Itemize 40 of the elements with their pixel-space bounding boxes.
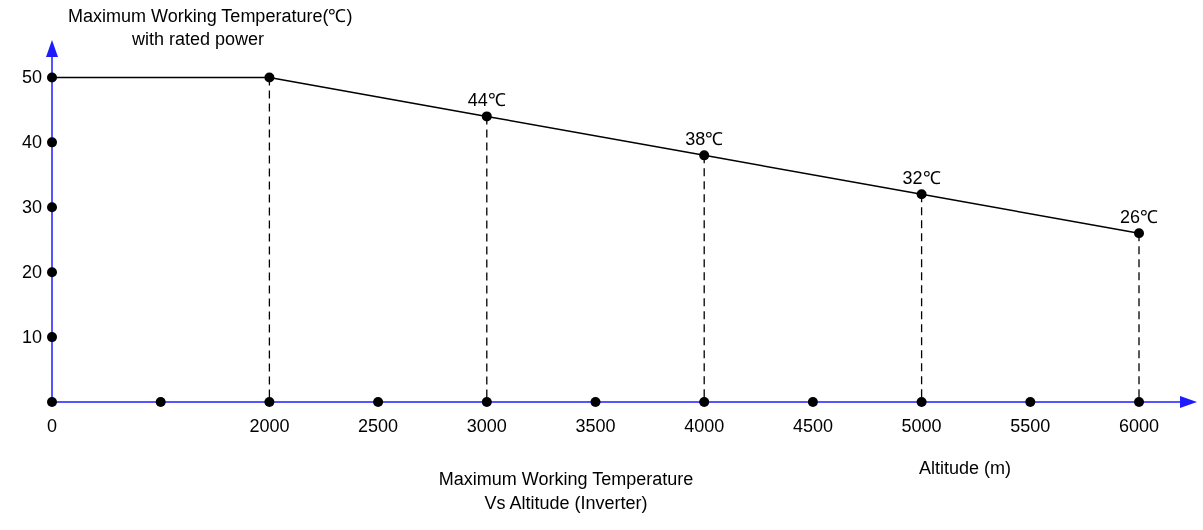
point <box>481 111 492 122</box>
x-tick-label: 6000 <box>1118 416 1160 436</box>
point <box>1134 228 1144 239</box>
x-tick-label: 2000 <box>249 416 290 436</box>
x-tick-label: 3500 <box>575 416 616 436</box>
x-tick-label: 0 <box>46 416 58 436</box>
point <box>373 397 384 407</box>
data-label: 26℃ <box>1119 207 1159 228</box>
x-tick-label: 2500 <box>358 416 399 436</box>
point <box>264 397 275 407</box>
point <box>916 397 927 407</box>
x-tick-label: 3000 <box>466 416 507 436</box>
y-tick-label: 30 <box>21 197 42 218</box>
point <box>481 397 492 407</box>
data-label: 32℃ <box>902 168 941 189</box>
x-tick-label: 4000 <box>684 416 725 436</box>
y-tick-label: 50 <box>21 67 42 88</box>
y-tick-label: 20 <box>21 262 42 283</box>
point <box>47 397 57 407</box>
point <box>1134 397 1144 407</box>
point <box>916 189 927 200</box>
text: Maximum Working Temperature Vs Altitude (Inverter) <box>438 469 694 513</box>
point <box>590 397 601 407</box>
x-axis-title: Altitude (m) <box>918 458 1012 478</box>
point <box>1025 397 1036 407</box>
x-tick-label: 5000 <box>901 416 942 436</box>
point <box>155 397 166 407</box>
point <box>47 332 57 343</box>
point <box>699 397 710 407</box>
y-axis-title: Maximum Working Temperature(℃) with rated power <box>68 6 353 49</box>
x-tick-label: 5500 <box>1010 416 1051 436</box>
point <box>264 72 275 83</box>
point <box>47 72 57 83</box>
data-label: 44℃ <box>467 90 506 111</box>
data-label: 38℃ <box>685 129 724 150</box>
y-tick-label: 10 <box>21 327 42 348</box>
y-tick-label: 40 <box>21 132 42 153</box>
point <box>699 150 710 161</box>
point <box>807 397 818 407</box>
x-tick-label: 4500 <box>792 416 833 436</box>
